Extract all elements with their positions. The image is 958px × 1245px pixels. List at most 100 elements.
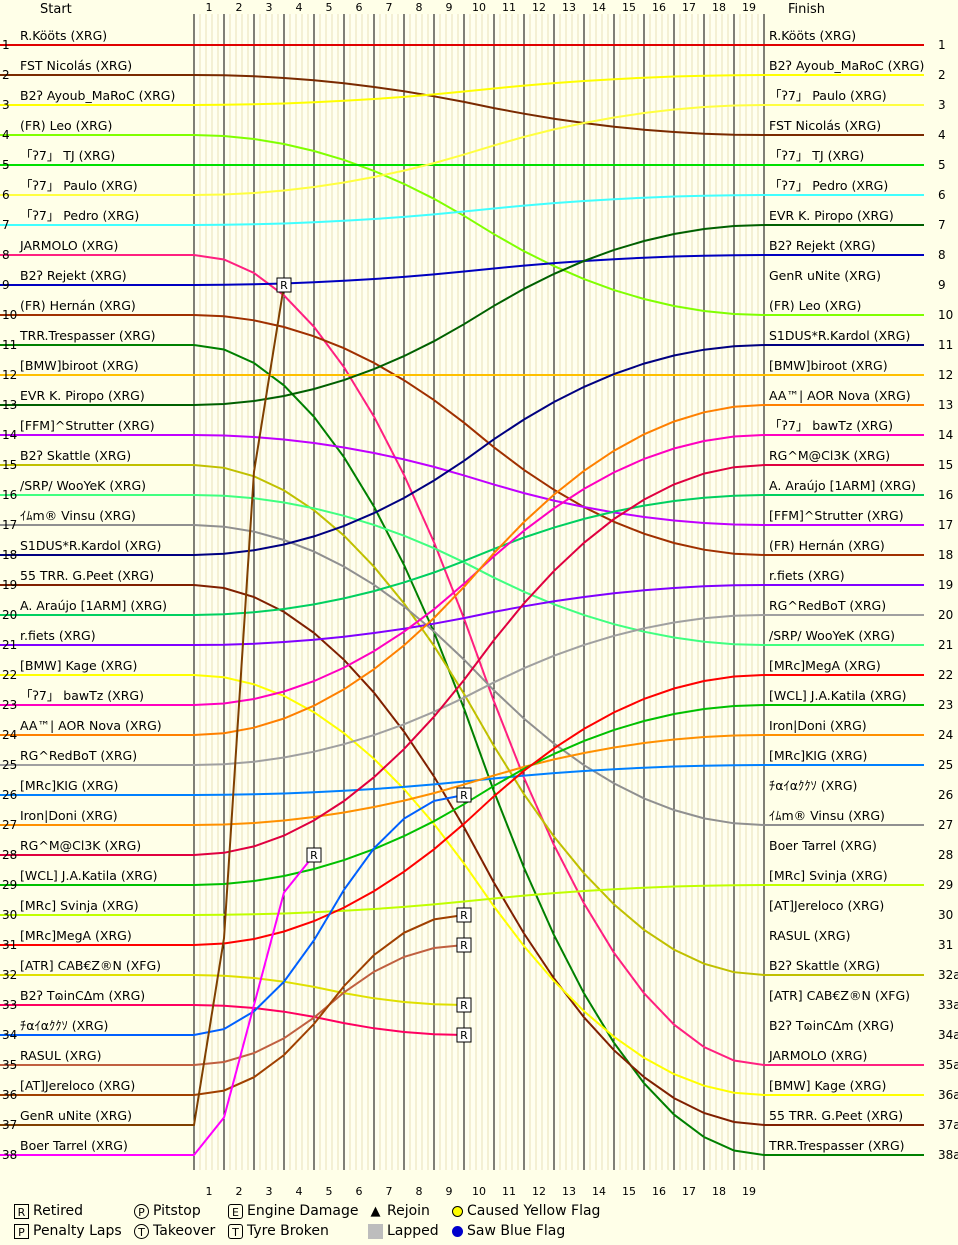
engine-damage-icon: E xyxy=(228,1203,243,1219)
lap-label-bottom: 3 xyxy=(266,1185,273,1198)
finish-driver-label: B2ʔ Skattle (XRG) xyxy=(769,958,880,973)
driver-line xyxy=(0,224,924,406)
start-position: 33 xyxy=(2,998,17,1012)
retired-marker xyxy=(456,1027,472,1043)
finish-driver-label: EVR K. Piropo (XRG) xyxy=(769,208,894,223)
driver-line xyxy=(0,404,924,736)
start-driver-label: (FR) Leo (XRG) xyxy=(20,118,112,133)
driver-line xyxy=(0,584,924,646)
start-driver-label: ｲﾑm® Vinsu (XRG) xyxy=(20,508,136,523)
finish-driver-label: [BMW] Kage (XRG) xyxy=(769,1078,886,1093)
start-driver-label: 「ʔ7」 Paulo (XRG) xyxy=(20,178,138,193)
finish-position: 30 xyxy=(938,908,953,922)
lap-label-bottom: 1 xyxy=(206,1185,213,1198)
finish-driver-label: [MRc]MegA (XRG) xyxy=(769,658,881,673)
finish-driver-label: AA™| AOR Nova (XRG) xyxy=(769,388,911,403)
start-position: 23 xyxy=(2,698,17,712)
finish-driver-label: r.fiets (XRG) xyxy=(769,568,845,583)
start-position: 16 xyxy=(2,488,17,502)
driver-line xyxy=(0,284,285,1126)
start-driver-label: [WCL] J.A.Katila (XRG) xyxy=(20,868,158,883)
start-position: 14 xyxy=(2,428,17,442)
finish-position: 24 xyxy=(938,728,953,742)
driver-line xyxy=(0,734,924,826)
driver-line xyxy=(0,914,465,1096)
retired-marker xyxy=(456,997,472,1013)
finish-position: 4 xyxy=(938,128,946,142)
start-driver-label: S1DUS*R.Kardol (XRG) xyxy=(20,538,161,553)
start-driver-label: [MRc]KIG (XRG) xyxy=(20,778,118,793)
start-driver-label: r.fiets (XRG) xyxy=(20,628,96,643)
start-position: 30 xyxy=(2,908,17,922)
finish-position: 38a xyxy=(938,1148,958,1162)
start-position: 27 xyxy=(2,818,17,832)
start-driver-label: /SRP/ WooYeK (XRG) xyxy=(20,478,146,493)
start-driver-label: [BMW]biroot (XRG) xyxy=(20,358,139,373)
finish-driver-label: GenR uNite (XRG) xyxy=(769,268,881,283)
driver-line xyxy=(0,254,924,286)
finish-position: 5 xyxy=(938,158,946,172)
driver-line xyxy=(0,464,924,856)
driver-line xyxy=(0,794,465,1036)
start-position: 7 xyxy=(2,218,10,232)
finish-driver-label: ｲﾑm® Vinsu (XRG) xyxy=(769,808,885,823)
start-driver-label: [BMW] Kage (XRG) xyxy=(20,658,137,673)
start-position: 1 xyxy=(2,38,10,52)
finish-driver-label: Boer Tarrel (XRG) xyxy=(769,838,877,853)
finish-driver-label: 「ʔ7」 Pedro (XRG) xyxy=(769,178,888,193)
start-driver-label: (FR) Hernán (XRG) xyxy=(20,298,136,313)
start-position: 3 xyxy=(2,98,10,112)
driver-line xyxy=(0,314,924,556)
finish-driver-label: R.Kööts (XRG) xyxy=(769,28,856,43)
rejoin-icon: ▲ xyxy=(370,1203,381,1219)
lap-label-top: 13 xyxy=(562,1,576,14)
start-position: 12 xyxy=(2,368,17,382)
lap-label-bottom: 8 xyxy=(416,1185,423,1198)
finish-driver-label: 「ʔ7」 bawTz (XRG) xyxy=(769,418,893,433)
lap-label-top: 11 xyxy=(502,1,516,14)
finish-driver-label: RG^M@Cl3K (XRG) xyxy=(769,448,890,463)
legend-lapped: Lapped xyxy=(368,1223,439,1239)
finish-position: 34a xyxy=(938,1028,958,1042)
finish-driver-label: RASUL (XRG) xyxy=(769,928,850,943)
finish-driver-label: FST Nicolás (XRG) xyxy=(769,118,881,133)
start-position: 4 xyxy=(2,128,10,142)
start-driver-label: [AT]Jereloco (XRG) xyxy=(20,1078,135,1093)
start-position: 26 xyxy=(2,788,17,802)
finish-driver-label: RG^RedBoT (XRG) xyxy=(769,598,886,613)
finish-driver-label: [FFM]^Strutter (XRG) xyxy=(769,508,904,523)
lap-label-top: 18 xyxy=(712,1,726,14)
lap-label-top: 17 xyxy=(682,1,696,14)
driver-line xyxy=(0,434,924,526)
finish-position: 2 xyxy=(938,68,946,82)
start-driver-label: B2ʔ TɷinCΔm (XRG) xyxy=(20,988,145,1003)
driver-line xyxy=(0,944,465,1066)
start-position: 34 xyxy=(2,1028,17,1042)
finish-position: 23 xyxy=(938,698,953,712)
finish-position: 18 xyxy=(938,548,953,562)
start-driver-label: RG^RedBoT (XRG) xyxy=(20,748,137,763)
finish-position: 35a xyxy=(938,1058,958,1072)
start-position: 37 xyxy=(2,1118,17,1132)
start-position: 36 xyxy=(2,1088,17,1102)
start-driver-label: [MRc]MegA (XRG) xyxy=(20,928,132,943)
finish-position: 9 xyxy=(938,278,946,292)
finish-position: 14 xyxy=(938,428,953,442)
lap-label-bottom: 2 xyxy=(236,1185,243,1198)
finish-driver-label: B2ʔ Rejekt (XRG) xyxy=(769,238,876,253)
finish-driver-label: B2ʔ Ayoub_MaRoC (XRG) xyxy=(769,58,924,73)
driver-line xyxy=(0,134,924,316)
start-position: 5 xyxy=(2,158,10,172)
legend-takeover: T Takeover xyxy=(134,1223,215,1239)
lap-label-bottom: 5 xyxy=(326,1185,333,1198)
start-position: 38 xyxy=(2,1148,17,1162)
driver-line xyxy=(0,614,924,766)
legend-pitstop: P Pitstop xyxy=(134,1203,201,1219)
start-driver-label: EVR K. Piropo (XRG) xyxy=(20,388,145,403)
lap-label-top: 16 xyxy=(652,1,666,14)
lap-label-top: 14 xyxy=(592,1,606,14)
start-position: 8 xyxy=(2,248,10,262)
driver-line xyxy=(0,494,924,616)
start-position: 11 xyxy=(2,338,17,352)
lap-label-top: 4 xyxy=(296,1,303,14)
